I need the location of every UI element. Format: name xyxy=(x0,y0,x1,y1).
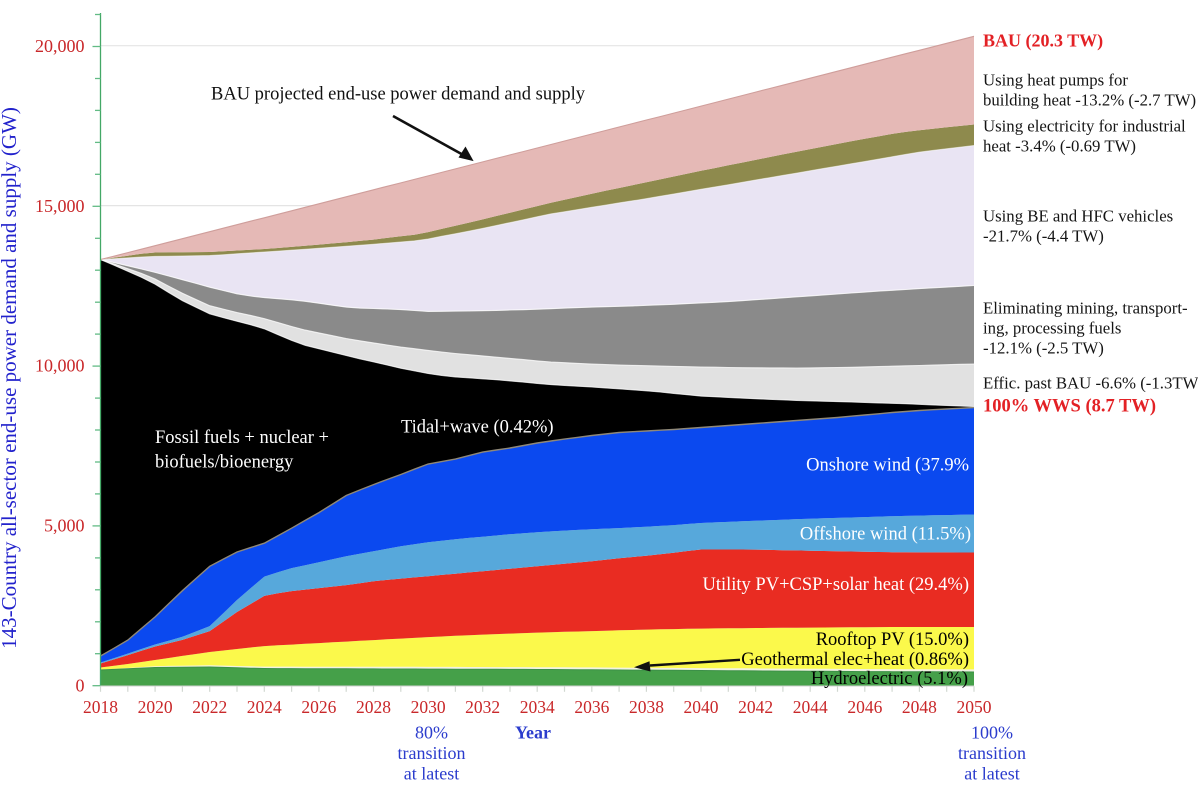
svg-text:ing, processing fuels: ing, processing fuels xyxy=(983,318,1121,337)
svg-text:2024: 2024 xyxy=(247,697,282,717)
svg-text:Fossil fuels + nuclear +: Fossil fuels + nuclear + xyxy=(155,428,329,448)
svg-text:2044: 2044 xyxy=(793,697,828,717)
svg-text:5,000: 5,000 xyxy=(44,515,85,535)
svg-text:2026: 2026 xyxy=(301,697,336,717)
svg-text:Eliminating mining, transport-: Eliminating mining, transport- xyxy=(983,298,1188,317)
svg-text:0: 0 xyxy=(76,676,85,696)
svg-text:transition: transition xyxy=(958,743,1026,763)
svg-text:80%: 80% xyxy=(415,723,448,743)
svg-text:Geothermal elec+heat (0.86%): Geothermal elec+heat (0.86%) xyxy=(741,650,969,670)
svg-text:-12.1% (-2.5 TW): -12.1% (-2.5 TW) xyxy=(983,338,1104,357)
svg-text:Using BE and HFC vehicles: Using BE and HFC vehicles xyxy=(983,206,1173,225)
svg-text:2030: 2030 xyxy=(411,697,446,717)
svg-text:Utility PV+CSP+solar heat (29.: Utility PV+CSP+solar heat (29.4%) xyxy=(703,575,970,595)
svg-text:10,000: 10,000 xyxy=(35,356,85,376)
svg-text:2050: 2050 xyxy=(957,697,992,717)
svg-text:2040: 2040 xyxy=(684,697,719,717)
svg-text:2042: 2042 xyxy=(738,697,773,717)
svg-text:Tidal+wave (0.42%): Tidal+wave (0.42%) xyxy=(401,418,554,438)
svg-text:2034: 2034 xyxy=(520,697,555,717)
svg-text:at latest: at latest xyxy=(964,764,1019,784)
svg-text:Effic. past BAU -6.6% (-1.3TW): Effic. past BAU -6.6% (-1.3TW) xyxy=(983,373,1198,392)
svg-text:Using heat pumps for: Using heat pumps for xyxy=(983,70,1128,89)
svg-text:BAU projected end-use power de: BAU projected end-use power demand and s… xyxy=(211,85,586,105)
svg-text:-21.7% (-4.4 TW): -21.7% (-4.4 TW) xyxy=(983,226,1104,245)
svg-text:100%: 100% xyxy=(971,723,1013,743)
svg-text:2020: 2020 xyxy=(138,697,173,717)
svg-text:biofuels/bioenergy: biofuels/bioenergy xyxy=(155,453,294,473)
svg-text:143-Country all-sector end-use: 143-Country all-sector end-use power dem… xyxy=(0,107,21,649)
svg-text:2028: 2028 xyxy=(356,697,391,717)
svg-text:2048: 2048 xyxy=(902,697,937,717)
svg-text:building heat -13.2% (-2.7 TW): building heat -13.2% (-2.7 TW) xyxy=(983,90,1196,109)
svg-text:Year: Year xyxy=(515,723,551,743)
svg-text:BAU (20.3 TW): BAU (20.3 TW) xyxy=(983,31,1103,52)
svg-text:20,000: 20,000 xyxy=(35,36,85,56)
svg-text:15,000: 15,000 xyxy=(35,196,85,216)
svg-text:2018: 2018 xyxy=(83,697,118,717)
svg-text:Using electricity for industri: Using electricity for industrial xyxy=(983,116,1186,135)
svg-text:heat -3.4% (-0.69 TW): heat -3.4% (-0.69 TW) xyxy=(983,136,1136,155)
svg-text:at latest: at latest xyxy=(404,764,459,784)
svg-text:Rooftop PV (15.0%): Rooftop PV (15.0%) xyxy=(816,630,969,650)
svg-text:2038: 2038 xyxy=(629,697,664,717)
svg-text:2032: 2032 xyxy=(465,697,500,717)
svg-text:2046: 2046 xyxy=(847,697,882,717)
svg-text:transition: transition xyxy=(398,743,466,763)
svg-text:Onshore wind (37.9%: Onshore wind (37.9% xyxy=(806,456,969,476)
svg-text:2022: 2022 xyxy=(192,697,227,717)
svg-text:Offshore wind (11.5%): Offshore wind (11.5%) xyxy=(800,525,971,545)
svg-text:2036: 2036 xyxy=(574,697,609,717)
svg-text:Hydroelectric (5.1%): Hydroelectric (5.1%) xyxy=(811,669,968,689)
svg-text:100% WWS (8.7 TW): 100% WWS (8.7 TW) xyxy=(983,397,1156,417)
